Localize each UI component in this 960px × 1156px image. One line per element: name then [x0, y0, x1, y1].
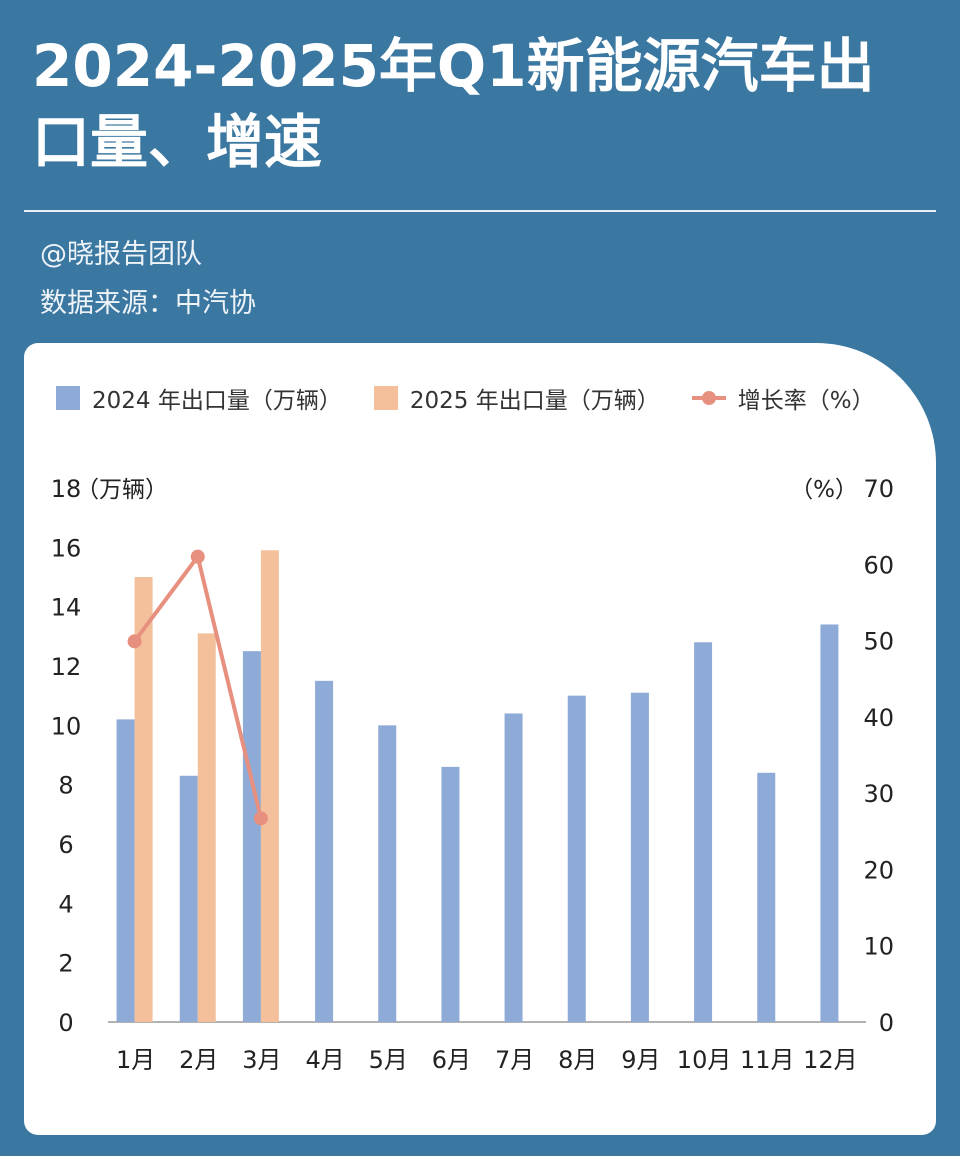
x-axis-tick-label: 4月 — [305, 1046, 344, 1074]
bar-2024 — [694, 642, 713, 1022]
left-axis-tick-label: 8 — [58, 772, 73, 800]
growth-rate-point — [253, 811, 268, 826]
right-axis-tick-label: 10 — [863, 933, 894, 961]
left-axis-tick-label: 18 — [51, 475, 82, 503]
left-axis-tick-label: 6 — [58, 831, 73, 859]
x-axis-tick-label: 12月 — [803, 1046, 858, 1074]
chart-card: 2024 年出口量（万辆） 2025 年出口量（万辆） 增长率（%） 0 2 4 6 8… — [24, 343, 936, 1135]
legend-item-growth: 增长率（%） — [691, 381, 875, 415]
x-axis-tick-label: 7月 — [495, 1046, 534, 1074]
left-axis-tick-label: 2 — [58, 950, 73, 978]
x-axis-tick-label: 3月 — [242, 1046, 281, 1074]
bar-2024 — [504, 713, 523, 1022]
x-axis-tick-label: 2月 — [179, 1046, 218, 1074]
legend-item-2024: 2024 年出口量（万辆） — [56, 381, 342, 415]
growth-rate-point — [190, 549, 205, 564]
right-axis-tick-label: 0 — [879, 1009, 894, 1037]
right-axis-unit: （%） — [790, 477, 858, 503]
legend-item-2025: 2025 年出口量（万辆） — [373, 381, 660, 415]
bar-2025 — [260, 550, 279, 1022]
bar-2024 — [242, 651, 261, 1022]
chart-legend: 2024 年出口量（万辆） 2025 年出口量（万辆） 增长率（%） — [56, 381, 907, 415]
bar-2025 — [197, 633, 216, 1022]
bar-line-chart: 0 2 4 6 8 10 12 14 16 18（万辆） 0 10 20 30 40 50 60 70（%） 1月 2… — [51, 475, 894, 1074]
legend-line-marker — [691, 391, 726, 405]
bar-2024 — [567, 695, 586, 1022]
bar-2024 — [179, 775, 198, 1022]
legend-swatch-2025 — [373, 386, 398, 410]
x-axis-tick-label: 8月 — [558, 1046, 597, 1074]
bar-2024 — [757, 772, 776, 1022]
right-axis-tick-label: 20 — [863, 856, 894, 884]
left-axis-unit: （万辆） — [76, 477, 168, 503]
bar-2024 — [315, 680, 334, 1022]
left-axis-tick-label: 4 — [58, 890, 73, 918]
growth-rate-point — [127, 634, 142, 649]
page-title: 2024-2025年Q1新能源汽车出口量、增速 — [32, 32, 875, 176]
author-credit: @晓报告团队 — [40, 239, 202, 270]
right-axis-tick-label: 60 — [863, 551, 894, 579]
right-axis-tick-label: 70 — [863, 475, 894, 503]
title-divider — [24, 210, 936, 212]
legend-swatch-2024 — [56, 386, 80, 410]
x-axis-tick-label: 10月 — [677, 1046, 732, 1074]
legend-label-2025: 2025 年出口量（万辆） — [409, 388, 660, 414]
left-axis-tick-label: 16 — [51, 534, 82, 562]
left-axis-tick-label: 12 — [51, 653, 82, 681]
x-axis-tick-label: 11月 — [740, 1046, 795, 1074]
legend-label-growth: 增长率（%） — [737, 388, 875, 414]
bar-2024 — [441, 766, 460, 1022]
legend-label-2024: 2024 年出口量（万辆） — [92, 388, 342, 414]
data-source: 数据来源：中汽协 — [40, 288, 256, 319]
x-axis-tick-label: 5月 — [369, 1046, 408, 1074]
left-axis-tick-label: 10 — [51, 712, 82, 740]
left-axis-tick-label: 0 — [58, 1009, 73, 1037]
bar-2024 — [378, 725, 397, 1022]
bar-2025 — [134, 577, 153, 1022]
bar-2024 — [630, 692, 649, 1022]
right-axis-tick-label: 40 — [863, 704, 894, 732]
bar-2024 — [820, 624, 839, 1022]
bar-2024 — [116, 719, 135, 1022]
x-axis-tick-label: 9月 — [621, 1046, 660, 1074]
right-axis-tick-label: 50 — [863, 628, 894, 656]
x-axis-tick-label: 1月 — [116, 1046, 155, 1074]
right-axis-tick-label: 30 — [863, 780, 894, 808]
left-axis-tick-label: 14 — [51, 594, 82, 622]
x-axis-tick-label: 6月 — [432, 1046, 471, 1074]
